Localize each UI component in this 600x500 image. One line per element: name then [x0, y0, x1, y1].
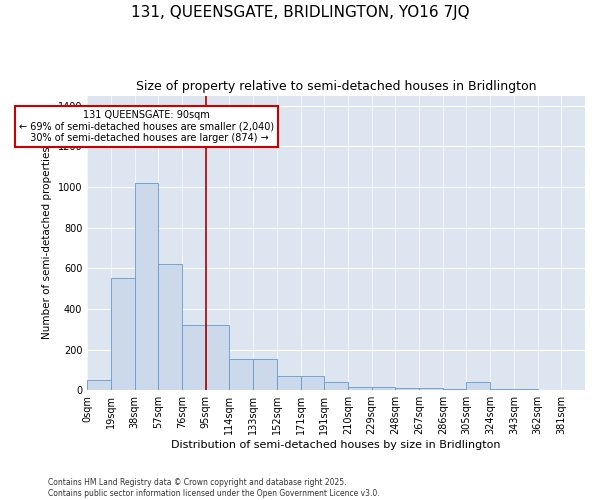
Y-axis label: Number of semi-detached properties: Number of semi-detached properties — [42, 146, 52, 340]
Bar — [490, 389, 514, 390]
Bar — [277, 376, 301, 390]
Bar — [87, 380, 111, 390]
Bar — [324, 382, 348, 390]
Bar — [253, 358, 277, 390]
Bar — [443, 389, 466, 390]
Bar — [111, 278, 134, 390]
Text: 131, QUEENSGATE, BRIDLINGTON, YO16 7JQ: 131, QUEENSGATE, BRIDLINGTON, YO16 7JQ — [131, 5, 469, 20]
Bar — [301, 376, 324, 390]
Bar — [229, 358, 253, 390]
X-axis label: Distribution of semi-detached houses by size in Bridlington: Distribution of semi-detached houses by … — [172, 440, 501, 450]
Bar — [395, 388, 419, 390]
Bar — [371, 387, 395, 390]
Bar — [182, 325, 206, 390]
Bar — [466, 382, 490, 390]
Text: 131 QUEENSGATE: 90sqm
← 69% of semi-detached houses are smaller (2,040)
  30% of: 131 QUEENSGATE: 90sqm ← 69% of semi-deta… — [19, 110, 274, 143]
Bar — [514, 389, 538, 390]
Bar — [348, 387, 371, 390]
Bar — [419, 388, 443, 390]
Bar — [158, 264, 182, 390]
Text: Contains HM Land Registry data © Crown copyright and database right 2025.
Contai: Contains HM Land Registry data © Crown c… — [48, 478, 380, 498]
Bar — [134, 183, 158, 390]
Title: Size of property relative to semi-detached houses in Bridlington: Size of property relative to semi-detach… — [136, 80, 536, 93]
Bar — [206, 325, 229, 390]
